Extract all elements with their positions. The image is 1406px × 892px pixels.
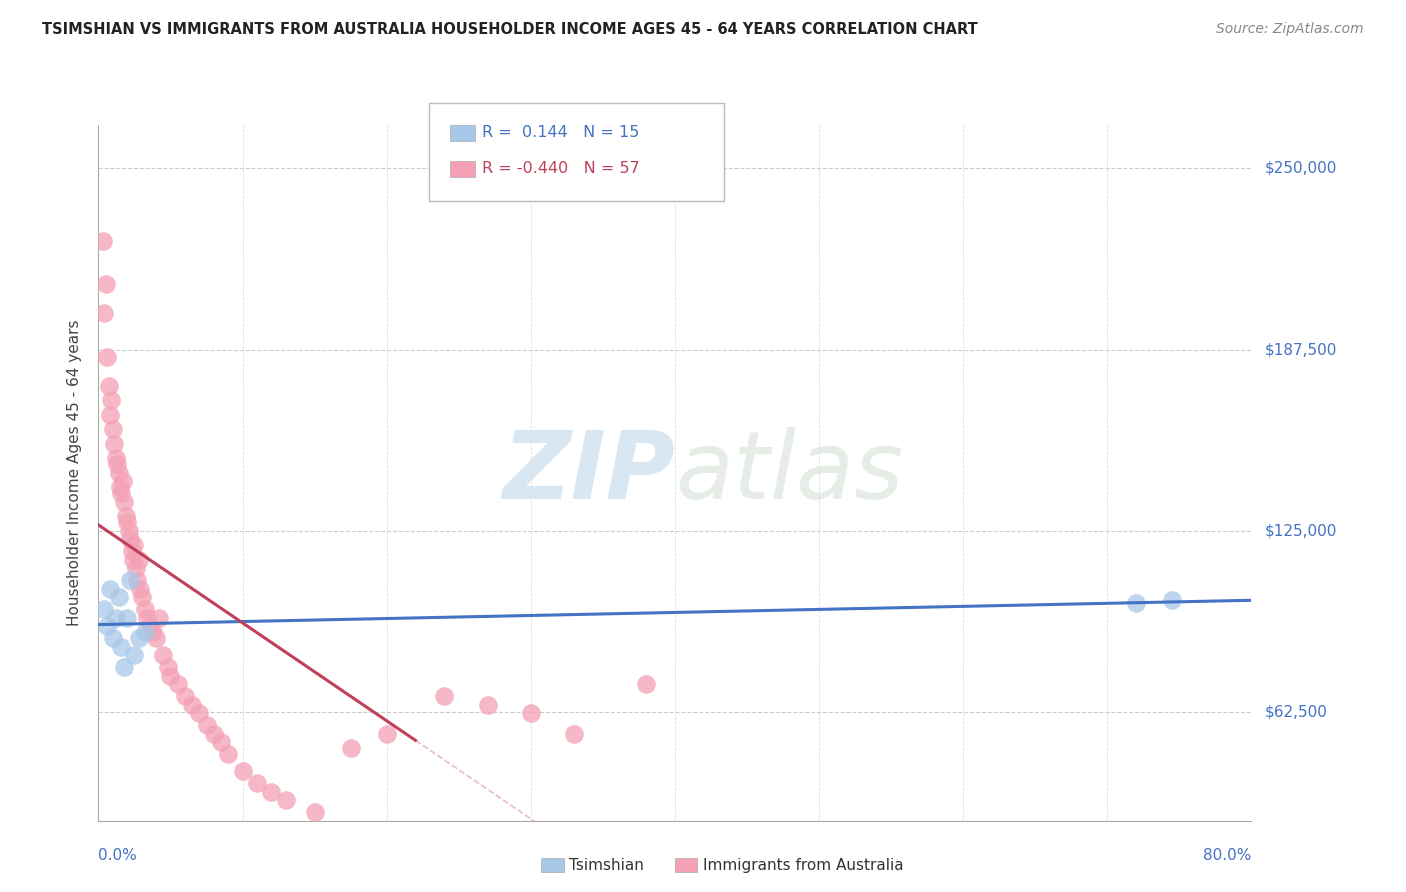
Point [174,689,197,703]
Point [127,573,149,587]
Text: $62,500: $62,500 [1265,705,1329,720]
Point [98,408,121,422]
Point [139,619,162,633]
Point [110,486,132,500]
Point [129,582,152,596]
Point [166,677,188,691]
Point [217,747,239,761]
Point [114,509,136,524]
Point [101,422,124,436]
Point [107,466,129,480]
Text: R = -0.440   N = 57: R = -0.440 N = 57 [482,161,640,176]
Point [156,660,179,674]
Point [117,610,138,624]
Point [94,277,117,292]
Point [91,234,114,248]
Point [375,726,398,740]
Point [246,776,269,790]
Text: $125,000: $125,000 [1265,524,1337,538]
Point [124,648,146,663]
Point [107,591,129,605]
Text: $187,500: $187,500 [1265,342,1337,357]
Point [98,582,121,596]
Text: Tsimshian: Tsimshian [569,858,644,872]
Point [112,660,135,674]
Point [100,393,122,408]
Point [97,378,120,392]
Point [477,698,499,712]
Point [101,631,124,645]
Point [152,648,174,663]
Point [118,524,141,538]
Point [110,640,132,654]
Point [562,726,585,740]
Point [433,689,456,703]
Point [181,698,204,712]
Point [121,544,143,558]
Point [231,764,254,779]
Point [117,515,138,529]
Text: Source: ZipAtlas.com: Source: ZipAtlas.com [1216,22,1364,37]
Point [142,625,165,640]
Point [104,451,127,466]
Point [136,610,159,624]
Point [128,631,150,645]
Point [188,706,211,721]
Point [105,457,128,471]
Y-axis label: Householder Income Ages 45 - 64 years: Householder Income Ages 45 - 64 years [67,319,83,626]
Text: ZIP: ZIP [502,426,675,519]
Point [125,561,148,575]
Point [108,480,131,494]
Text: Immigrants from Australia: Immigrants from Australia [703,858,904,872]
Point [304,805,326,819]
Point [124,538,146,552]
Point [122,552,145,567]
Point [134,602,156,616]
Point [202,726,225,740]
Point [134,625,156,640]
Text: $250,000: $250,000 [1265,161,1337,176]
Point [128,552,150,567]
Point [93,306,115,320]
Point [96,350,118,364]
Point [520,706,543,721]
Text: TSIMSHIAN VS IMMIGRANTS FROM AUSTRALIA HOUSEHOLDER INCOME AGES 45 - 64 YEARS COR: TSIMSHIAN VS IMMIGRANTS FROM AUSTRALIA H… [42,22,979,37]
Point [159,669,181,683]
Point [260,785,283,799]
Point [1125,596,1147,610]
Point [195,718,218,732]
Point [120,533,142,547]
Point [148,610,170,624]
Text: atlas: atlas [675,427,903,518]
Point [96,619,118,633]
Point [104,610,127,624]
Point [209,735,232,749]
Point [145,631,167,645]
Text: 80.0%: 80.0% [1204,848,1251,863]
Point [1161,593,1184,607]
Point [93,602,115,616]
Point [131,591,153,605]
Point [120,573,142,587]
Text: 0.0%: 0.0% [98,848,138,863]
Point [103,436,125,450]
Point [636,677,658,691]
Point [111,475,134,489]
Point [274,793,297,807]
Text: R =  0.144   N = 15: R = 0.144 N = 15 [482,126,640,140]
Point [112,494,135,508]
Point [339,741,361,756]
